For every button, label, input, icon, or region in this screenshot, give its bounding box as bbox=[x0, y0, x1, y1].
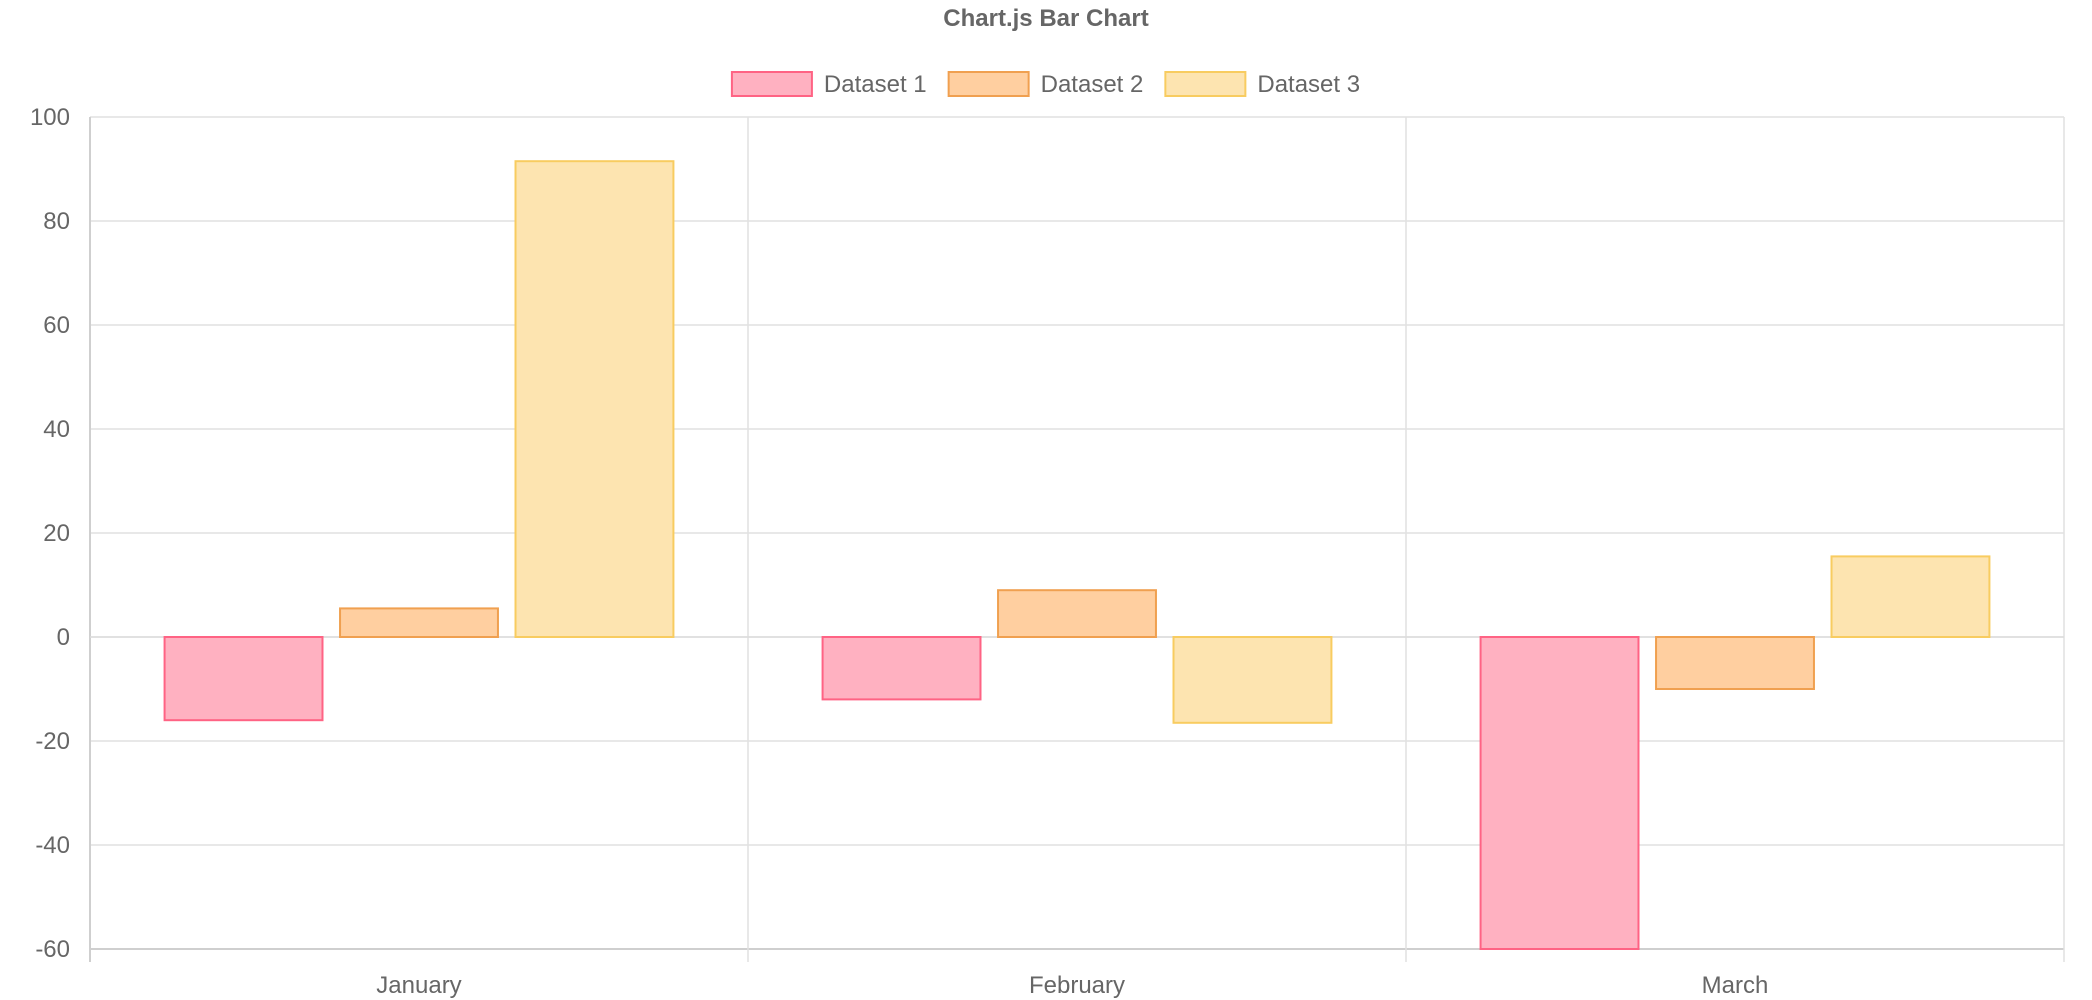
legend-label: Dataset 2 bbox=[1041, 71, 1144, 98]
legend-label: Dataset 1 bbox=[824, 71, 927, 98]
legend-label: Dataset 3 bbox=[1257, 71, 1360, 98]
x-tick-label: January bbox=[376, 972, 461, 999]
bar-dataset-2-february[interactable] bbox=[997, 589, 1157, 639]
y-axis: 100 80 60 40 20 0 -20 -40 -60 bbox=[30, 104, 70, 963]
bars bbox=[163, 160, 1991, 950]
bar-dataset-1-march[interactable] bbox=[1479, 636, 1640, 950]
x-tick-label: February bbox=[1029, 972, 1125, 999]
bar-dataset-3-march[interactable] bbox=[1830, 555, 1991, 639]
bar-dataset-3-february[interactable] bbox=[1172, 636, 1333, 724]
y-tick-label: 40 bbox=[43, 416, 70, 443]
x-axis: January February March bbox=[376, 972, 1768, 999]
legend-item-dataset-2[interactable]: Dataset 2 bbox=[947, 71, 1144, 98]
bar-dataset-1-january[interactable] bbox=[163, 636, 324, 722]
y-tick-label: -60 bbox=[35, 936, 70, 963]
y-tick-label: 0 bbox=[57, 624, 70, 651]
y-tick-label: -40 bbox=[35, 832, 70, 859]
bar-dataset-2-march[interactable] bbox=[1655, 636, 1815, 690]
legend-item-dataset-1[interactable]: Dataset 1 bbox=[730, 71, 927, 98]
grid bbox=[89, 116, 2065, 962]
x-tick-label: March bbox=[1702, 972, 1769, 999]
y-tick-label: -20 bbox=[35, 728, 70, 755]
legend-swatch bbox=[947, 71, 1030, 97]
y-tick-label: 60 bbox=[43, 312, 70, 339]
legend: Dataset 1 Dataset 2 Dataset 3 bbox=[730, 71, 1360, 98]
y-tick-label: 80 bbox=[43, 208, 70, 235]
legend-item-dataset-3[interactable]: Dataset 3 bbox=[1164, 71, 1360, 98]
y-tick-label: 20 bbox=[43, 520, 70, 547]
chart-title: Chart.js Bar Chart bbox=[943, 5, 1148, 32]
legend-swatch bbox=[1164, 71, 1247, 97]
bar-dataset-3-january[interactable] bbox=[514, 160, 675, 638]
bar-dataset-2-january[interactable] bbox=[339, 607, 499, 639]
y-tick-label: 100 bbox=[30, 104, 70, 131]
legend-swatch bbox=[730, 71, 813, 97]
bar-dataset-1-february[interactable] bbox=[821, 636, 982, 701]
